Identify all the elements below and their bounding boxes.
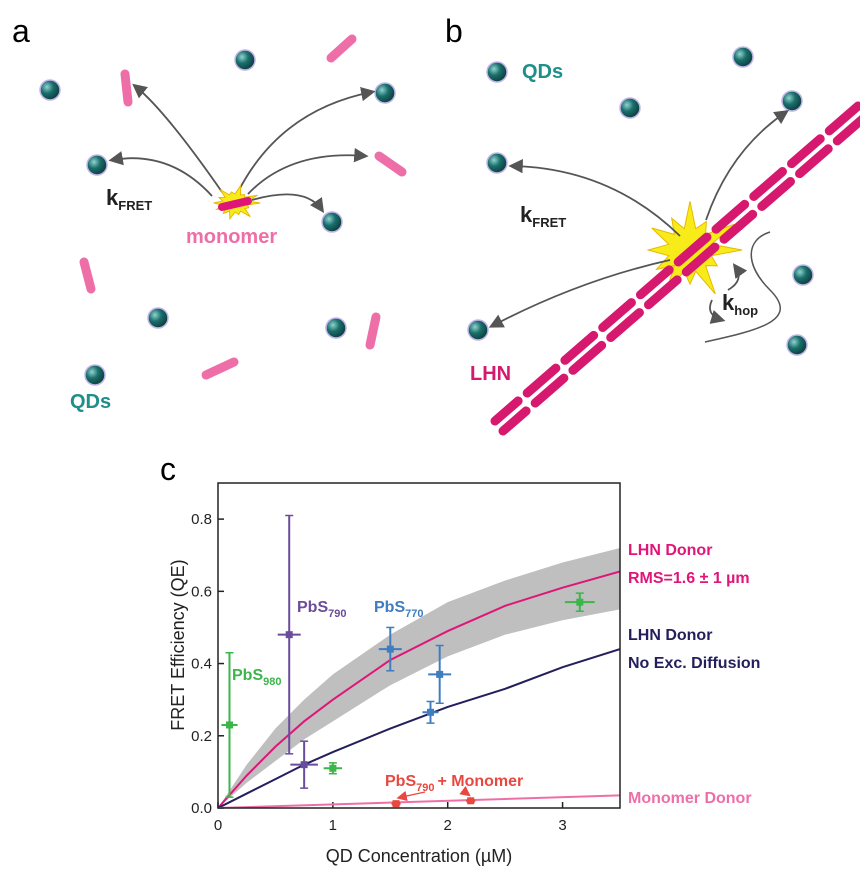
data-point — [426, 708, 434, 716]
curve-note: No Exc. Diffusion — [628, 655, 760, 672]
series-name: PbS — [374, 599, 405, 616]
panel-c: c QD Concentration (µM) FRET Efficiency … — [160, 451, 760, 866]
pointer-arrow — [459, 785, 471, 797]
lhn-strands — [490, 101, 860, 436]
series-label: PbS790 + Monomer — [385, 773, 523, 794]
series-suffix: + Monomer — [437, 773, 523, 790]
curve-label: LHN Donor — [628, 627, 712, 644]
hop-subscript: hop — [734, 303, 758, 318]
plot-frame — [217, 482, 621, 809]
series-label: PbS770 — [374, 599, 423, 620]
plot-area — [218, 548, 620, 808]
data-point — [392, 800, 400, 808]
rate-symbol: k — [106, 185, 119, 210]
acceptor-label: QDs — [522, 61, 563, 83]
curve — [218, 648, 620, 808]
panel-label: a — [12, 13, 30, 49]
data-point — [285, 631, 293, 639]
rate-subscript: FRET — [532, 215, 566, 230]
y-tick-label: 0.8 — [191, 511, 212, 528]
data-point — [467, 797, 475, 805]
series-name: PbS — [297, 599, 328, 616]
panel-label: b — [445, 13, 463, 49]
hop-symbol: k — [722, 290, 735, 315]
curve — [218, 794, 620, 808]
y-tick-label: 0.6 — [191, 583, 212, 600]
curve-note: RMS=1.6 ± 1 µm — [628, 570, 750, 587]
y-tick-label: 0.4 — [191, 656, 212, 673]
y-axis-label: FRET Efficiency (QE) — [168, 559, 188, 730]
monomer-rod — [218, 197, 252, 211]
series-label: PbS980 — [232, 667, 281, 688]
x-tick-label: 1 — [329, 817, 337, 834]
series-subscript: 790 — [328, 608, 346, 620]
rods — [79, 34, 407, 380]
curve-label: LHN Donor — [628, 542, 712, 559]
y-tick-label: 0.2 — [191, 728, 212, 745]
series-label: PbS790 — [297, 599, 346, 620]
confidence-band — [218, 548, 620, 808]
series-subscript: 790 — [416, 782, 434, 794]
data-point — [225, 721, 233, 729]
x-axis-label: QD Concentration (µM) — [326, 846, 512, 866]
data-point — [329, 764, 337, 772]
y-tick-label: 0.0 — [191, 800, 212, 817]
series-name: PbS — [232, 667, 263, 684]
data-point — [436, 670, 444, 678]
rate-symbol: k — [520, 202, 533, 227]
quantum-dots — [467, 46, 814, 356]
hop-label: khop — [722, 290, 758, 318]
rate-label: kFRET — [106, 185, 152, 213]
curve-label: Monomer Donor — [628, 790, 752, 807]
donor-label: LHN — [470, 363, 511, 385]
series-subscript: 980 — [263, 676, 281, 688]
transfer-arrows — [488, 109, 789, 343]
transfer-arrows — [108, 83, 376, 213]
x-tick-label: 2 — [444, 817, 452, 834]
curve — [218, 570, 620, 808]
rate-label: kFRET — [520, 202, 566, 230]
series-subscript: 770 — [405, 608, 423, 620]
donor-label: monomer — [186, 226, 277, 248]
series-name: PbS — [385, 773, 416, 790]
panel-b: b QDs kFRET LHN khop — [445, 13, 860, 436]
rate-subscript: FRET — [118, 198, 152, 213]
x-tick-label: 0 — [214, 817, 222, 834]
acceptor-label: QDs — [70, 391, 111, 413]
x-tick-label: 3 — [558, 817, 566, 834]
data-point — [300, 761, 308, 769]
data-point — [386, 645, 394, 653]
panel-a: a kFRET monomer QDs — [12, 13, 407, 413]
data-point — [576, 598, 584, 606]
pointer-arrow — [396, 790, 426, 802]
panel-label: c — [160, 451, 176, 487]
